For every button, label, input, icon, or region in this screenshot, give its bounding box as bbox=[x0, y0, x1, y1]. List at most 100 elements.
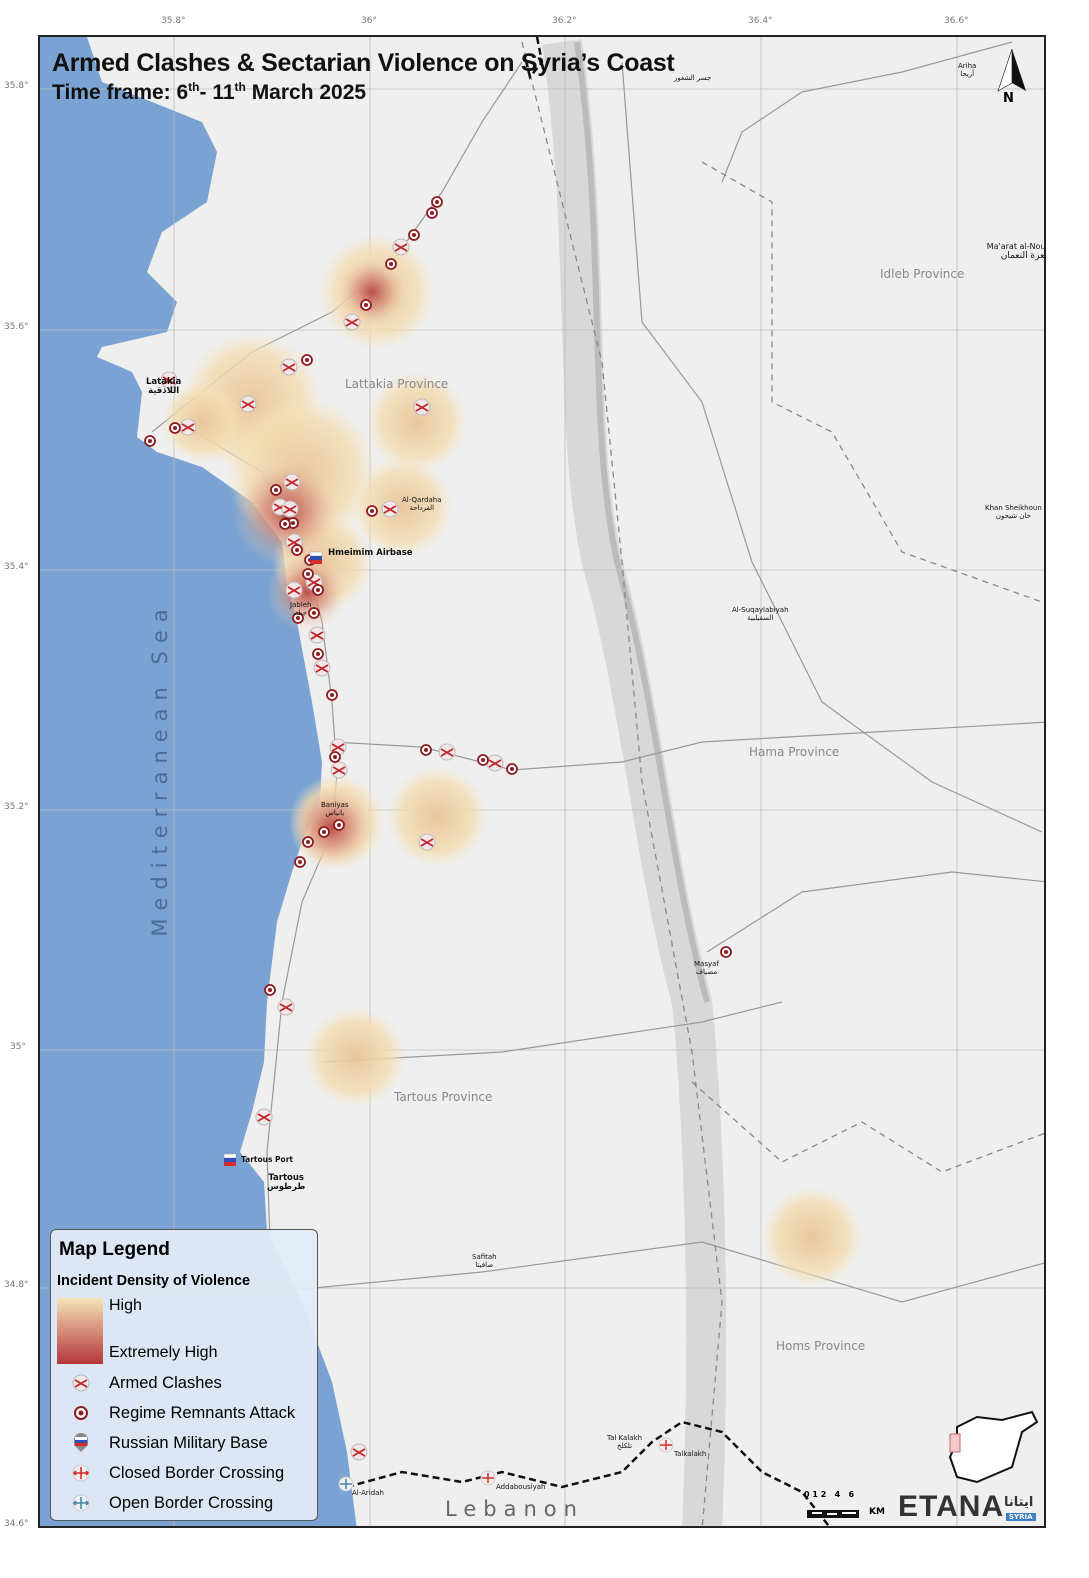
lat-tick: 35.4° bbox=[4, 562, 29, 572]
lat-tick: 34.8° bbox=[4, 1280, 29, 1290]
regime-attack-dot bbox=[268, 988, 272, 992]
regime-attack-icon bbox=[301, 354, 313, 366]
regime-attack-icon bbox=[308, 607, 320, 619]
density-extreme-zone bbox=[337, 257, 407, 327]
province-idleb: Idleb Province bbox=[880, 267, 965, 281]
legend-title: Map Legend bbox=[59, 1239, 170, 1260]
armed-clash-icon bbox=[280, 358, 298, 376]
legend-extremely-high: Extremely High bbox=[109, 1344, 218, 1361]
armed-clash-cross bbox=[352, 1448, 366, 1457]
armed-clash-icon bbox=[281, 500, 299, 518]
regime-attack-dot bbox=[330, 693, 334, 697]
place-jisr-al-shughur: جسر الشغور bbox=[674, 74, 712, 82]
armed-clash-cross bbox=[488, 759, 502, 768]
regime-attack-icon bbox=[270, 484, 282, 496]
armed-clash-cross bbox=[420, 838, 434, 847]
regime-attack-icon bbox=[74, 1406, 88, 1420]
place-jableh: Jableh جبلة bbox=[290, 601, 312, 617]
place-baniyas: Baniyas بانياس bbox=[321, 801, 349, 817]
armed-clash-cross bbox=[394, 243, 408, 252]
flag-blue bbox=[310, 556, 322, 560]
density-high-zone bbox=[352, 457, 452, 557]
armed-clash-cross bbox=[331, 743, 345, 752]
place-safitah: Safitah صافيتا bbox=[472, 1253, 497, 1269]
regime-attack-dot bbox=[291, 521, 295, 525]
province-borders bbox=[521, 41, 1044, 1526]
armed-clash-cross bbox=[279, 1003, 293, 1012]
armed-clash-icon bbox=[277, 998, 295, 1016]
map-title: Armed Clashes & Sectarian Violence on Sy… bbox=[52, 49, 675, 77]
regime-attack-icon bbox=[385, 258, 397, 270]
province-homs: Homs Province bbox=[776, 1339, 866, 1353]
armed-clash-icon bbox=[160, 371, 178, 389]
regime-attack-dot bbox=[298, 860, 302, 864]
place-tal-kalakh: Tal Kalakh تلكلخ bbox=[607, 1434, 643, 1450]
incident-markers bbox=[144, 196, 732, 1492]
regime-attack-dot bbox=[306, 840, 310, 844]
regime-attack-icon bbox=[312, 648, 324, 660]
regime-attack-icon bbox=[720, 946, 732, 958]
armed-clash-cross bbox=[241, 400, 255, 409]
regime-attack-icon bbox=[291, 544, 303, 556]
flag-red bbox=[224, 1162, 236, 1166]
lat-tick: 35° bbox=[10, 1042, 26, 1052]
legend-high: High bbox=[109, 1297, 142, 1314]
regime-attack-icon bbox=[279, 518, 291, 530]
turkey-border bbox=[523, 37, 544, 80]
graticule bbox=[40, 37, 1044, 1526]
open-border-arrows bbox=[340, 1479, 352, 1489]
regime-attack-icon bbox=[426, 207, 438, 219]
place-talkalakh-crossing: Talkalakh bbox=[674, 1450, 707, 1458]
regime-attack-icon bbox=[506, 763, 518, 775]
place-tartous: Tartous طرطوس bbox=[267, 1173, 306, 1193]
regime-attack-dot bbox=[389, 262, 393, 266]
regime-attack-icon bbox=[144, 435, 156, 447]
regime-attack-icon bbox=[318, 826, 330, 838]
place-khan-sheikhoun: Khan Sheikhoun خان شيخون bbox=[985, 504, 1042, 520]
sea-label: Mediterranean Sea bbox=[148, 601, 172, 937]
armed-clash-cross bbox=[332, 766, 346, 775]
armed-clash-icon bbox=[438, 743, 456, 761]
north-label: N bbox=[1003, 91, 1014, 106]
map-frame[interactable]: Armed Clashes & Sectarian Violence on Sy… bbox=[38, 35, 1046, 1528]
place-suqaylabiyah: Al-Suqaylabiyah السقيلبية bbox=[732, 606, 789, 622]
armed-clash-cross bbox=[345, 318, 359, 327]
flag-white bbox=[223, 1153, 237, 1159]
armed-clash-icon bbox=[283, 473, 301, 491]
armed-clash-icon bbox=[255, 1108, 273, 1126]
regime-attack-dot bbox=[430, 211, 434, 215]
russian-base-icon bbox=[309, 551, 323, 564]
armed-clash-cross bbox=[310, 631, 324, 640]
time-frame: Time frame: 6th- 11th March 2025 bbox=[52, 80, 367, 104]
legend-density-title: Incident Density of Violence bbox=[57, 1273, 251, 1289]
regime-attack-dot bbox=[173, 426, 177, 430]
place-latakia: Latakia اللاذقية bbox=[146, 377, 182, 397]
lon-tick: 36.4° bbox=[748, 16, 773, 26]
density-high-zone bbox=[387, 767, 487, 867]
place-addabousiyah-crossing: Addabousiyah bbox=[496, 1483, 546, 1491]
etana-logo: ETANA bbox=[898, 1490, 1005, 1523]
regime-attack-icon bbox=[292, 612, 304, 624]
armed-clash-cross bbox=[257, 1113, 271, 1122]
regime-attack-dot bbox=[724, 950, 728, 954]
regime-attack-icon bbox=[366, 505, 378, 517]
regime-attack-dot bbox=[274, 488, 278, 492]
regime-attack-dot bbox=[306, 572, 310, 576]
regime-attack-icon bbox=[329, 751, 341, 763]
regime-attack-icon bbox=[294, 856, 306, 868]
closed-border-icon bbox=[658, 1437, 674, 1453]
regime-attack-icon bbox=[408, 229, 420, 241]
closed-border-arrows bbox=[660, 1440, 672, 1450]
lon-tick: 36.2° bbox=[552, 16, 577, 26]
regime-attack-dot bbox=[296, 616, 300, 620]
place-masyaf: Masyaf مصياف bbox=[694, 960, 719, 976]
armed-clash-cross bbox=[181, 423, 195, 432]
regime-attack-icon bbox=[169, 422, 181, 434]
regime-attack-icon bbox=[431, 196, 443, 208]
place-tartous-port: Tartous Port bbox=[241, 1155, 293, 1164]
regime-attack-dot bbox=[364, 303, 368, 307]
closed-border-icon bbox=[72, 1464, 90, 1482]
density-high-zone bbox=[367, 372, 467, 472]
armed-clash-icon bbox=[418, 833, 436, 851]
province-lattakia: Lattakia Province bbox=[345, 377, 449, 391]
